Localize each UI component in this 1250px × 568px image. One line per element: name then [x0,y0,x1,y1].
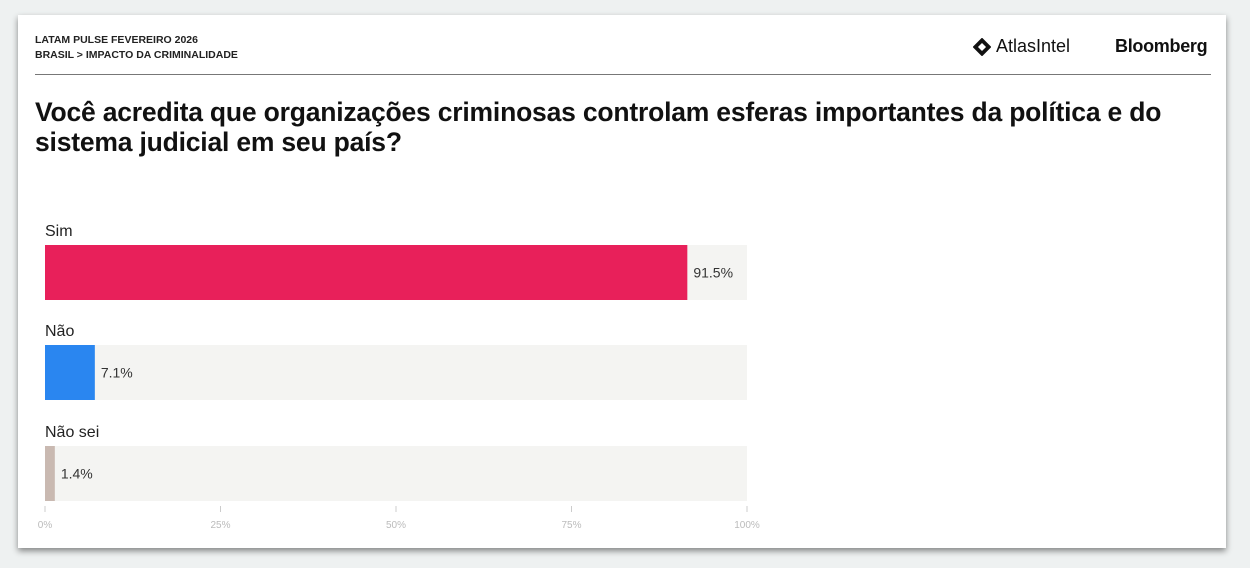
bar-track [45,345,747,400]
bar-n-o-sei [45,446,55,501]
atlasintel-text: AtlasIntel [996,36,1071,56]
survey-name: LATAM PULSE FEVEREIRO 2026 [35,34,198,46]
bar-sim [45,245,688,300]
data-label: 91.5% [693,265,733,281]
atlasintel-diamond-icon [973,37,991,56]
breadcrumb: BRASIL > IMPACTO DA CRIMINALIDADE [35,49,238,61]
category-label: Não [45,323,74,340]
category-label: Sim [45,223,73,240]
x-tick-label: 50% [386,520,406,531]
data-label: 7.1% [101,365,133,381]
category-label: Não sei [45,424,99,441]
bar-track [45,446,747,501]
x-tick-label: 0% [38,520,53,531]
header-divider [35,74,1211,75]
chart-title: Você acredita que organizações criminosa… [35,97,1162,157]
bloomberg-logo: Bloomberg [1115,36,1208,56]
atlasintel-logo: AtlasIntel [973,36,1070,57]
x-tick-label: 25% [210,520,230,531]
data-label: 1.4% [61,466,93,482]
bar-n-o [45,345,95,400]
x-tick-label: 100% [734,520,760,531]
x-tick-label: 75% [561,520,581,531]
